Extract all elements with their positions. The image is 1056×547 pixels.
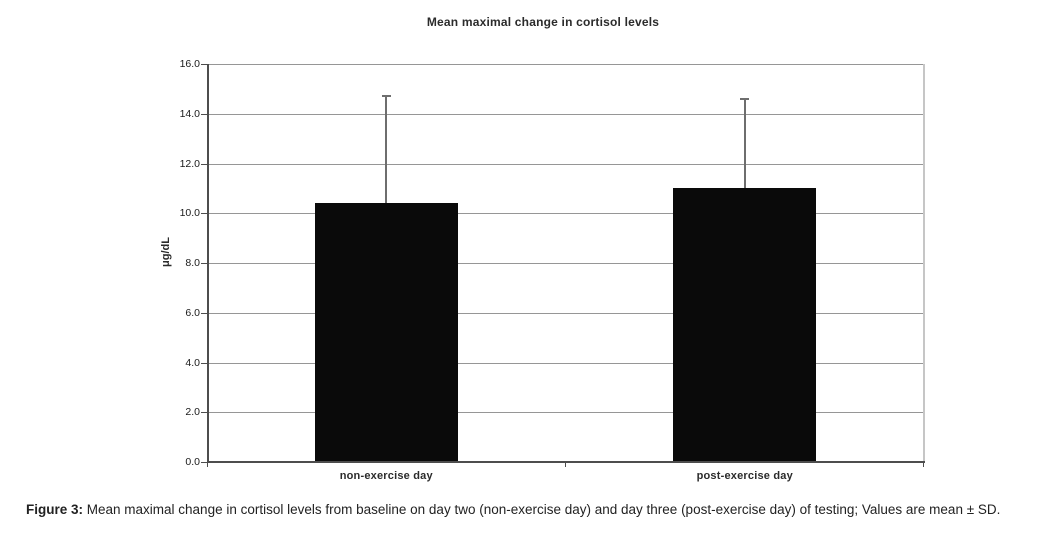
gridline-2.0 <box>207 412 924 414</box>
y-axis-title: μg/dL <box>160 237 172 267</box>
y-tick-label-16.0: 16.0 <box>179 58 200 70</box>
error-bar-cap-post-exercise-day <box>740 97 750 100</box>
y-tick-mark-4.0 <box>201 362 208 364</box>
bar-post-exercise-day <box>673 188 817 462</box>
x-tick-mark-1 <box>565 462 566 467</box>
y-tick-mark-6.0 <box>201 312 208 314</box>
gridline-10.0 <box>207 213 924 215</box>
y-tick-label-12.0: 12.0 <box>179 157 200 170</box>
caption-text: Mean maximal change in cortisol levels f… <box>83 502 1001 517</box>
y-tick-mark-14.0 <box>201 113 208 115</box>
error-bar-cap-non-exercise-day <box>381 95 391 98</box>
x-tick-mark-0 <box>207 462 208 467</box>
y-tick-mark-8.0 <box>201 263 208 264</box>
bar-non-exercise-day <box>314 203 458 462</box>
y-tick-label-10.0: 10.0 <box>179 207 200 220</box>
y-tick-mark-16.0 <box>201 64 208 65</box>
x-category-label-non-exercise-day: non-exercise day <box>339 470 433 482</box>
y-tick-mark-2.0 <box>201 412 208 414</box>
y-tick-label-2.0: 2.0 <box>185 406 200 419</box>
y-tick-label-14.0: 14.0 <box>179 107 200 120</box>
y-tick-label-0.0: 0.0 <box>185 456 200 468</box>
plot-right-border <box>923 64 925 462</box>
y-tick-mark-0.0 <box>201 462 208 463</box>
gridline-4.0 <box>207 362 924 364</box>
figure-caption: Figure 3: Mean maximal change in cortiso… <box>26 501 1040 518</box>
gridline-16.0 <box>207 64 924 65</box>
chart-title: Mean maximal change in cortisol levels <box>426 15 660 29</box>
error-bar-post-exercise-day <box>743 98 746 189</box>
x-category-label-post-exercise-day: post-exercise day <box>696 470 793 482</box>
gridline-12.0 <box>207 163 924 165</box>
x-tick-mark-2 <box>923 462 924 467</box>
caption-figure-label: Figure 3: <box>26 502 84 517</box>
gridline-14.0 <box>207 113 924 115</box>
y-tick-mark-10.0 <box>201 213 208 215</box>
y-axis-line <box>207 64 209 463</box>
y-tick-label-8.0: 8.0 <box>185 257 200 269</box>
x-axis-line <box>207 461 925 463</box>
gridline-8.0 <box>207 263 924 264</box>
error-bar-non-exercise-day <box>385 96 388 204</box>
y-tick-label-4.0: 4.0 <box>185 356 200 369</box>
y-tick-mark-12.0 <box>201 163 208 165</box>
gridline-6.0 <box>207 312 924 314</box>
y-tick-label-6.0: 6.0 <box>185 306 200 319</box>
